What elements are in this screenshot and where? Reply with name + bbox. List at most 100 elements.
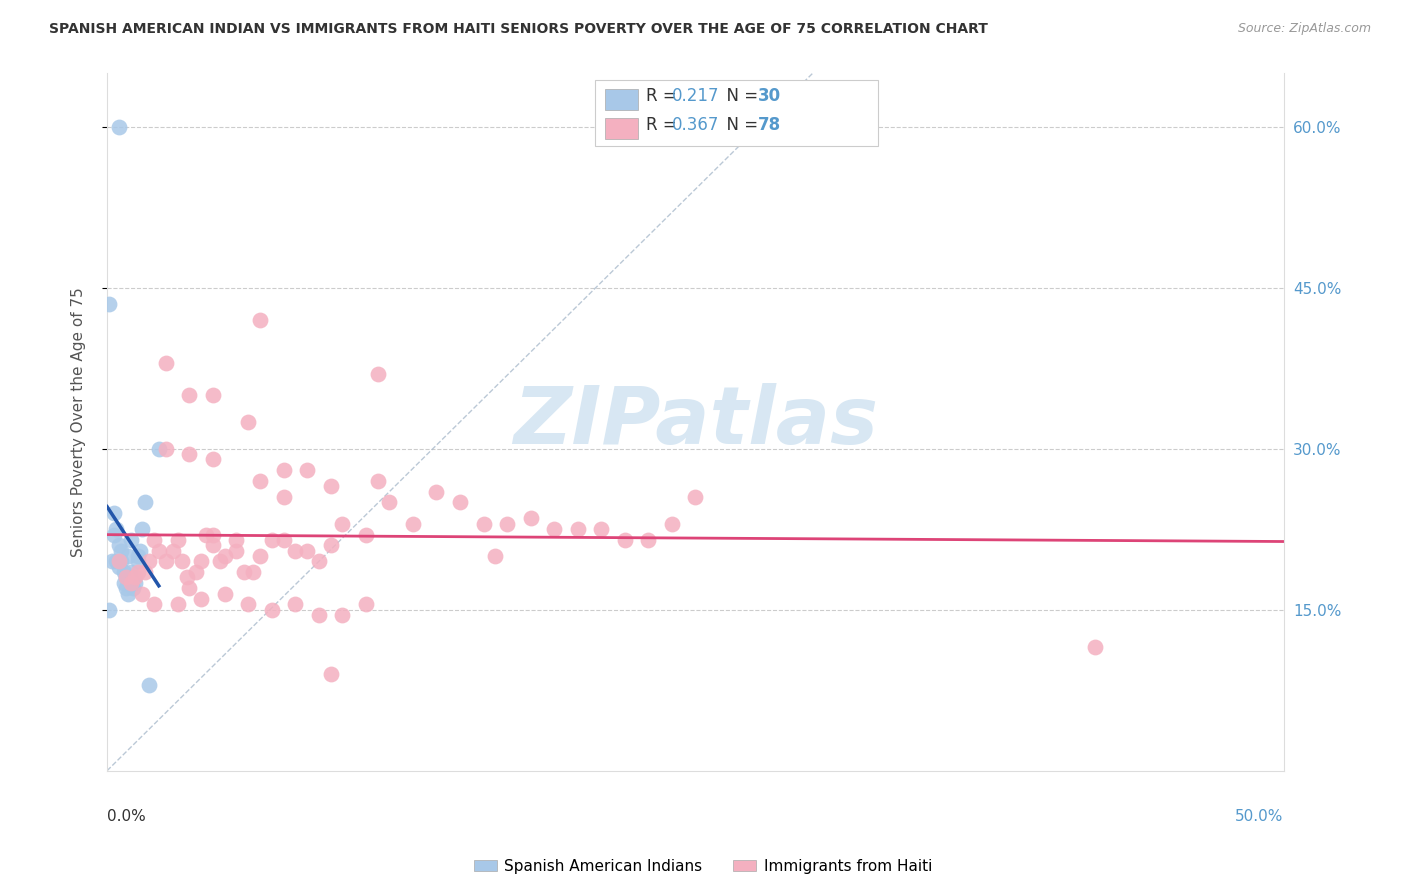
FancyBboxPatch shape	[605, 119, 638, 139]
Point	[308, 554, 330, 568]
Point	[249, 474, 271, 488]
Point	[295, 463, 318, 477]
Point	[155, 442, 177, 456]
Point	[103, 527, 125, 541]
Point	[367, 367, 389, 381]
Point	[186, 565, 208, 579]
Text: ZIPatlas: ZIPatlas	[513, 383, 877, 461]
Point	[249, 549, 271, 563]
FancyBboxPatch shape	[605, 89, 638, 110]
Point	[591, 522, 613, 536]
Point	[143, 533, 166, 547]
Point	[284, 597, 307, 611]
Point	[449, 495, 471, 509]
Point	[190, 591, 212, 606]
Point	[214, 549, 236, 563]
Point	[101, 554, 124, 568]
Point	[115, 570, 138, 584]
Point	[122, 581, 145, 595]
Text: N =: N =	[717, 116, 763, 135]
Point	[138, 554, 160, 568]
Point	[1084, 640, 1107, 655]
Point	[319, 479, 342, 493]
Point	[112, 565, 135, 579]
Point	[108, 554, 131, 568]
Text: Source: ZipAtlas.com: Source: ZipAtlas.com	[1237, 22, 1371, 36]
Point	[242, 565, 264, 579]
Point	[472, 516, 495, 531]
Point	[685, 490, 707, 504]
Point	[332, 608, 354, 623]
Point	[319, 667, 342, 681]
Point	[110, 554, 132, 568]
Point	[201, 388, 224, 402]
Point	[120, 533, 142, 547]
Point	[260, 603, 283, 617]
Point	[98, 603, 121, 617]
Text: R =: R =	[645, 116, 682, 135]
Point	[108, 538, 131, 552]
Point	[179, 388, 201, 402]
Point	[496, 516, 519, 531]
Point	[194, 527, 217, 541]
Point	[543, 522, 565, 536]
Point	[238, 597, 260, 611]
Point	[166, 533, 188, 547]
Point	[166, 597, 188, 611]
Point	[295, 543, 318, 558]
Point	[214, 586, 236, 600]
Point	[129, 543, 152, 558]
Point	[108, 120, 131, 134]
Point	[273, 463, 295, 477]
Point	[117, 586, 139, 600]
Point	[127, 554, 149, 568]
Text: R =: R =	[645, 87, 682, 105]
Point	[115, 581, 138, 595]
Point	[225, 533, 247, 547]
Point	[402, 516, 425, 531]
Point	[232, 565, 254, 579]
Point	[127, 565, 149, 579]
Point	[637, 533, 659, 547]
Point	[143, 597, 166, 611]
Point	[425, 484, 447, 499]
Point	[134, 565, 156, 579]
Point	[110, 543, 132, 558]
Point	[190, 554, 212, 568]
Text: 78: 78	[758, 116, 780, 135]
Point	[148, 442, 170, 456]
Point	[201, 538, 224, 552]
Point	[131, 522, 153, 536]
Point	[122, 570, 145, 584]
Point	[176, 570, 198, 584]
Point	[519, 511, 541, 525]
Point	[273, 490, 295, 504]
Text: 0.217: 0.217	[672, 87, 720, 105]
Point	[134, 495, 156, 509]
Point	[131, 586, 153, 600]
Point	[567, 522, 589, 536]
Point	[120, 565, 142, 579]
Point	[105, 522, 128, 536]
Point	[120, 575, 142, 590]
Point	[179, 447, 201, 461]
Point	[208, 554, 231, 568]
Point	[155, 554, 177, 568]
Point	[354, 527, 377, 541]
Point	[117, 549, 139, 563]
Point	[162, 543, 184, 558]
Point	[124, 570, 146, 584]
Point	[155, 356, 177, 370]
Point	[613, 533, 636, 547]
Point	[238, 415, 260, 429]
Legend: Spanish American Indians, Immigrants from Haiti: Spanish American Indians, Immigrants fro…	[468, 853, 938, 880]
Text: N =: N =	[717, 87, 763, 105]
Point	[112, 575, 135, 590]
Point	[127, 549, 149, 563]
Point	[260, 533, 283, 547]
Point	[105, 554, 128, 568]
Point	[378, 495, 401, 509]
Text: 50.0%: 50.0%	[1236, 809, 1284, 824]
FancyBboxPatch shape	[595, 80, 877, 146]
Point	[98, 297, 121, 311]
